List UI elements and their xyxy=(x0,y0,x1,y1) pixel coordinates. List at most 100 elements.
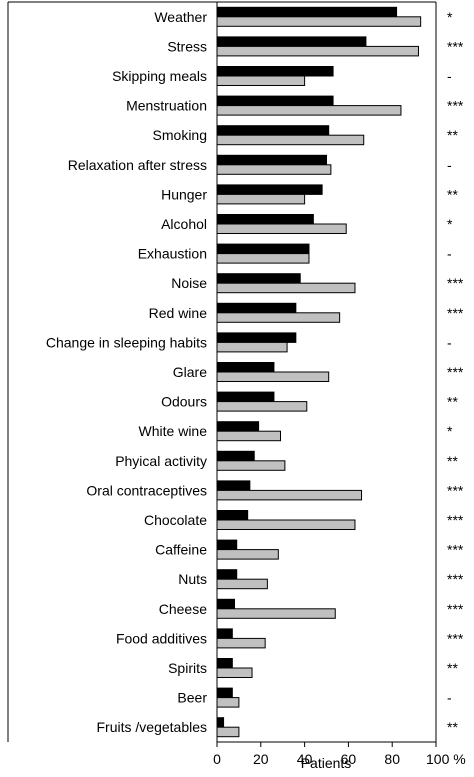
bar-series-1 xyxy=(216,302,297,314)
significance-marker: * xyxy=(447,216,453,232)
bar-series-1 xyxy=(216,362,275,373)
bar-series-1 xyxy=(216,510,249,521)
x-axis-label: Patients xyxy=(301,755,352,771)
bar-series-1 xyxy=(216,125,330,136)
bar-series-2 xyxy=(216,697,240,708)
x-tick-label: 80 xyxy=(384,751,400,767)
significance-marker: ** xyxy=(447,453,458,469)
bar-series-1 xyxy=(216,480,251,491)
category-label: Stress xyxy=(167,38,207,54)
bar-series-1 xyxy=(216,66,334,77)
category-label: Red wine xyxy=(149,305,208,321)
significance-marker: *** xyxy=(447,364,464,380)
category-label: Phyical activity xyxy=(115,453,207,469)
category-label: Fruits /vegetables xyxy=(97,719,208,735)
significance-marker: - xyxy=(447,68,452,84)
bar-series-2 xyxy=(216,223,347,234)
bar-series-1 xyxy=(216,214,314,225)
bar-series-1 xyxy=(216,687,233,699)
category-label: Beer xyxy=(177,690,207,706)
significance-marker: * xyxy=(447,423,453,439)
x-axis: 0 20 40 60 80 100 % xyxy=(213,742,466,767)
significance-marker: - xyxy=(447,690,452,706)
bar-series-2 xyxy=(216,282,356,294)
bar-series-2 xyxy=(216,134,365,146)
x-tick-label: 0 xyxy=(213,751,221,767)
category-label: Alcohol xyxy=(161,216,207,232)
bar-series-1 xyxy=(216,421,260,432)
category-labels: Weather Stress Skipping meals Menstruation S… xyxy=(46,9,207,735)
bar-series-2 xyxy=(216,430,282,442)
significance-marker: ** xyxy=(447,394,458,410)
bar-series-2 xyxy=(216,608,336,619)
bar-series-2 xyxy=(216,401,308,412)
bar-series-2 xyxy=(216,341,288,353)
significance-marker: ** xyxy=(447,719,458,735)
bar-series-2 xyxy=(216,519,356,530)
category-label: Nuts xyxy=(178,571,207,587)
category-label: Exhaustion xyxy=(138,246,207,262)
significance-marker: *** xyxy=(447,482,464,498)
category-label: Cheese xyxy=(159,601,207,617)
significance-marker: *** xyxy=(447,601,464,617)
bar-series-2 xyxy=(216,460,286,471)
significance-marker: *** xyxy=(447,38,464,54)
category-label: Change in sleeping habits xyxy=(46,334,207,350)
bar-series-2 xyxy=(216,105,402,116)
bar-series-1 xyxy=(216,628,233,639)
significance-marker: - xyxy=(447,157,452,173)
significance-marker: - xyxy=(447,334,452,350)
significance-marker: *** xyxy=(447,571,464,587)
bars-group xyxy=(216,6,422,738)
bar-series-1 xyxy=(216,332,297,343)
bar-series-1 xyxy=(216,598,236,610)
bar-series-2 xyxy=(216,637,266,649)
category-label: Caffeine xyxy=(155,542,207,558)
significance-marker: *** xyxy=(447,512,464,528)
bar-series-1 xyxy=(216,243,310,255)
category-label: Glare xyxy=(173,364,207,380)
significance-marker: ** xyxy=(447,660,458,676)
bar-series-2 xyxy=(216,75,306,86)
bar-series-2 xyxy=(216,16,422,27)
category-label: Noise xyxy=(171,275,207,291)
category-label: Skipping meals xyxy=(112,68,207,84)
bar-series-1 xyxy=(216,717,225,728)
bar-series-2 xyxy=(216,45,419,57)
category-label: Smoking xyxy=(153,127,207,143)
significance-marker: *** xyxy=(447,275,464,291)
bar-series-2 xyxy=(216,193,306,205)
bar-series-1 xyxy=(216,450,255,462)
category-label: Weather xyxy=(154,9,207,25)
significance-marker: ** xyxy=(447,186,458,202)
significance-marker: *** xyxy=(447,305,464,321)
category-label: Hunger xyxy=(161,186,207,202)
category-label: Odours xyxy=(161,394,207,410)
category-label: Food additives xyxy=(116,630,207,646)
x-tick-label: 40 xyxy=(297,751,313,767)
bar-series-2 xyxy=(216,726,240,738)
category-label: Menstruation xyxy=(126,98,207,114)
bar-series-2 xyxy=(216,371,330,382)
category-label: White wine xyxy=(139,423,208,439)
significance-marker: *** xyxy=(447,542,464,558)
bar-series-1 xyxy=(216,569,238,580)
significance-marker: ** xyxy=(447,127,458,143)
bar-series-1 xyxy=(216,658,233,669)
significance-marker: *** xyxy=(447,98,464,114)
bar-series-2 xyxy=(216,489,363,501)
bar-series-2 xyxy=(216,253,310,264)
bar-series-2 xyxy=(216,164,332,175)
x-tick-label: 20 xyxy=(253,751,269,767)
category-label: Relaxation after stress xyxy=(68,157,207,173)
bar-series-1 xyxy=(216,539,238,551)
bar-series-2 xyxy=(216,667,253,678)
bar-series-1 xyxy=(216,6,398,18)
x-tick-label: 60 xyxy=(341,751,357,767)
bar-series-1 xyxy=(216,95,334,107)
significance-markers: ****-*****-***-******-******************… xyxy=(447,9,464,735)
x-tick-label: 100 % xyxy=(426,751,466,767)
bar-series-1 xyxy=(216,391,275,403)
category-label: Chocolate xyxy=(144,512,207,528)
